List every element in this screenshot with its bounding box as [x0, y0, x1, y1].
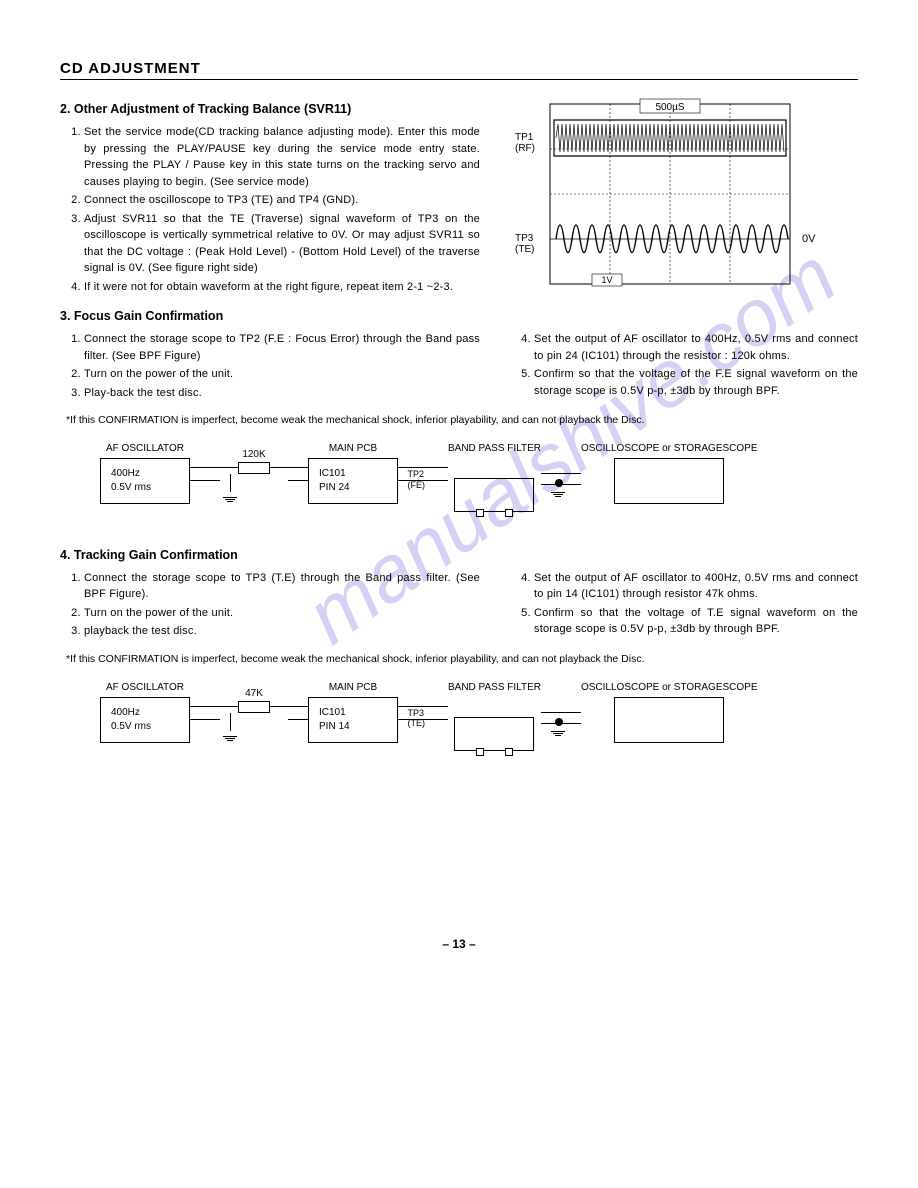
scope-box	[614, 697, 724, 743]
list-item: Set the output of AF oscillator to 400Hz…	[534, 331, 858, 364]
osc-level: 0.5V rms	[111, 481, 179, 495]
list-item: Confirm so that the voltage of T.E signa…	[534, 605, 858, 638]
ground-icon	[223, 496, 237, 503]
section4-title: 4. Tracking Gain Confirmation	[60, 548, 858, 562]
list-item: If it were not for obtain waveform at th…	[84, 279, 480, 296]
pcb-ic: IC101	[319, 706, 387, 720]
scope-label: OSCILLOSCOPE or STORAGESCOPE	[581, 682, 758, 693]
section3-list-right: Set the output of AF oscillator to 400Hz…	[510, 331, 858, 399]
section4-list-right: Set the output of AF oscillator to 400Hz…	[510, 570, 858, 638]
osc-label: AF OSCILLATOR	[106, 443, 184, 454]
scope-box	[614, 458, 724, 504]
list-item: Set the service mode(CD tracking balance…	[84, 124, 480, 190]
list-item: Confirm so that the voltage of the F.E s…	[534, 366, 858, 399]
section2-title: 2. Other Adjustment of Tracking Balance …	[60, 102, 480, 116]
list-item: Set the output of AF oscillator to 400Hz…	[534, 570, 858, 603]
pcb-pin: PIN 24	[319, 481, 387, 495]
section3-diagram: AF OSCILLATOR 400Hz 0.5V rms 120K MAIN P…	[60, 437, 858, 518]
osc-label: AF OSCILLATOR	[106, 682, 184, 693]
tp-label: TP3 (TE)	[408, 708, 426, 730]
list-item: playback the test disc.	[84, 623, 480, 640]
resistor-icon	[238, 701, 270, 713]
pcb-ic: IC101	[319, 467, 387, 481]
section2-list: Set the service mode(CD tracking balance…	[60, 124, 480, 295]
svg-text:(RF): (RF)	[515, 143, 535, 154]
svg-text:500µS: 500µS	[655, 102, 684, 113]
list-item: Play-back the test disc.	[84, 385, 480, 402]
scope-label: OSCILLOSCOPE or STORAGESCOPE	[581, 443, 758, 454]
list-item: Turn on the power of the unit.	[84, 605, 480, 622]
section3-list-left: Connect the storage scope to TP2 (F.E : …	[60, 331, 480, 401]
resistor-icon	[238, 462, 270, 474]
section4-note: *If this CONFIRMATION is imperfect, beco…	[66, 652, 858, 668]
list-item: Connect the storage scope to TP2 (F.E : …	[84, 331, 480, 364]
bpf-box	[454, 717, 534, 751]
osc-freq: 400Hz	[111, 467, 179, 481]
bpf-box	[454, 478, 534, 512]
resistor-label: 47K	[245, 688, 263, 699]
tp1-label: TP1	[515, 132, 534, 143]
section3-title: 3. Focus Gain Confirmation	[60, 309, 858, 323]
bpf-label: BAND PASS FILTER	[448, 682, 541, 693]
tp-label: TP2 (FE)	[408, 469, 426, 491]
list-item: Adjust SVR11 so that the TE (Traverse) s…	[84, 211, 480, 277]
ground-icon	[551, 730, 565, 737]
svg-text:TP3: TP3	[515, 233, 534, 244]
osc-level: 0.5V rms	[111, 720, 179, 734]
section4-diagram: AF OSCILLATOR 400Hz 0.5V rms 47K MAIN PC…	[60, 676, 858, 757]
svg-text:(TE): (TE)	[515, 244, 534, 255]
svg-text:0V: 0V	[802, 233, 816, 245]
bpf-label: BAND PASS FILTER	[448, 443, 541, 454]
ground-icon	[223, 735, 237, 742]
pcb-label: MAIN PCB	[329, 682, 377, 693]
resistor-label: 120K	[242, 449, 265, 460]
pcb-pin: PIN 14	[319, 720, 387, 734]
section3-note: *If this CONFIRMATION is imperfect, beco…	[66, 413, 858, 429]
main-heading: CD ADJUSTMENT	[60, 60, 858, 80]
page-number: – 13 –	[60, 937, 858, 951]
list-item: Connect the oscilloscope to TP3 (TE) and…	[84, 192, 480, 209]
ground-icon	[551, 491, 565, 498]
list-item: Turn on the power of the unit.	[84, 366, 480, 383]
list-item: Connect the storage scope to TP3 (T.E) t…	[84, 570, 480, 603]
osc-freq: 400Hz	[111, 706, 179, 720]
svg-text:1V: 1V	[601, 275, 612, 285]
section4-list-left: Connect the storage scope to TP3 (T.E) t…	[60, 570, 480, 640]
heading-text: CD ADJUSTMENT	[60, 60, 201, 77]
pcb-label: MAIN PCB	[329, 443, 377, 454]
oscilloscope-diagram: 500µS TP1 (RF) TP3 (TE) 0V 1V	[510, 96, 858, 299]
